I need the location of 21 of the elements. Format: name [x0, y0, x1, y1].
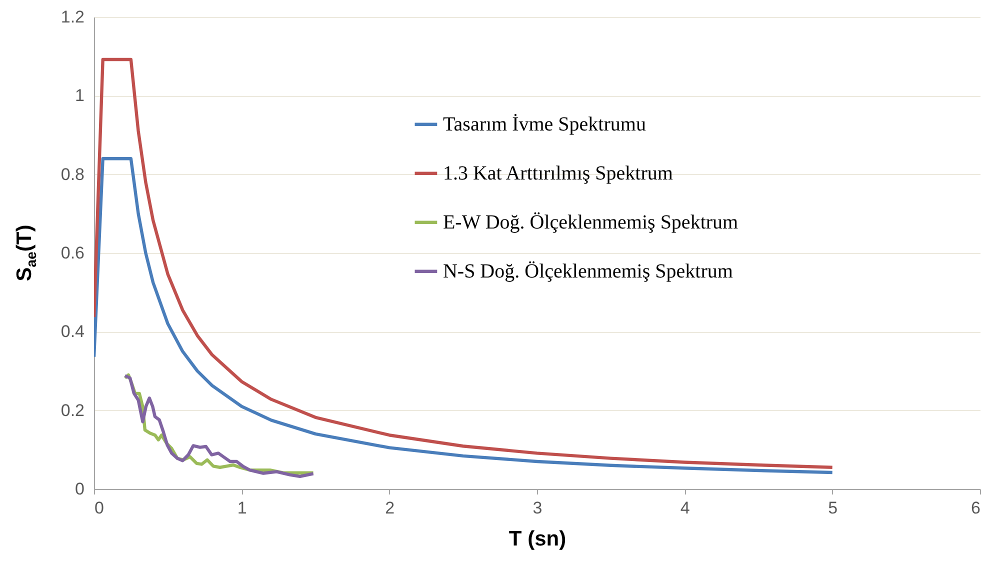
- x-tick-label: 3: [532, 498, 542, 518]
- y-tick-label: 1: [75, 86, 84, 106]
- x-tick-label: 4: [680, 498, 690, 518]
- y-tick-label: 0.4: [60, 322, 84, 342]
- legend-label: 1.3 Kat Arttırılmış Spektrum: [442, 162, 674, 184]
- line-series: [94, 58, 834, 469]
- y-tick-label: 0.2: [60, 400, 84, 420]
- legend-label: N-S Doğ. Ölçeklenmemiş Spektrum: [442, 260, 734, 282]
- legend-label: Tasarım İvme Spektrumu: [442, 113, 646, 136]
- y-tick-label: 0.8: [60, 164, 84, 184]
- y-tick-label: 1.2: [60, 8, 84, 26]
- legend-label: E-W Doğ. Ölçeklenmemiş Spektrum: [442, 211, 739, 234]
- line-series: [94, 157, 834, 474]
- x-tick-label: 6: [971, 498, 980, 518]
- x-tick-label: 0: [94, 498, 104, 518]
- x-tick-label: 1: [237, 498, 247, 518]
- y-tick-label: 0.6: [60, 244, 84, 262]
- x-axis-title: T (sn): [508, 528, 566, 550]
- x-tick-label: 2: [385, 498, 395, 518]
- x-tick-label: 5: [828, 498, 838, 518]
- y-tick-label: 0: [75, 480, 84, 498]
